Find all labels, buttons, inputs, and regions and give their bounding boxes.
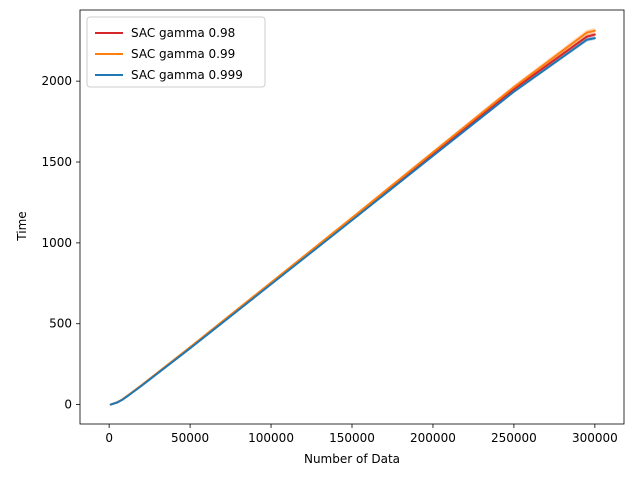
- legend-label-2: SAC gamma 0.99: [131, 47, 235, 61]
- y-tick-label: 1000: [41, 236, 72, 250]
- x-tick-label: 100000: [248, 431, 294, 445]
- x-tick-label: 250000: [491, 431, 537, 445]
- legend: SAC gamma 0.98 SAC gamma 0.99 SAC gamma 0.…: [86, 16, 266, 88]
- legend-label-3: SAC gamma 0.999: [131, 68, 243, 82]
- y-tick-label: 500: [49, 317, 72, 331]
- series-lines: [109, 29, 596, 406]
- x-tick-label: 200000: [410, 431, 456, 445]
- y-tick-label: 1500: [41, 155, 72, 169]
- x-tick-label: 0: [105, 431, 113, 445]
- x-axis-label: Number of Data: [304, 452, 400, 466]
- x-axis-ticks: 0 50000 100000 150000 200000 250000 300000: [105, 424, 618, 445]
- x-tick-label: 50000: [171, 431, 209, 445]
- x-tick-label: 150000: [329, 431, 375, 445]
- y-tick-label: 0: [64, 398, 72, 412]
- y-tick-label: 2000: [41, 74, 72, 88]
- legend-box: [86, 16, 266, 88]
- y-axis-label: Time: [15, 211, 29, 241]
- series-line-3: [109, 37, 596, 406]
- x-tick-label: 300000: [572, 431, 618, 445]
- y-axis-ticks: 0 500 1000 1500 2000: [41, 74, 80, 412]
- legend-label-1: SAC gamma 0.98: [131, 26, 235, 40]
